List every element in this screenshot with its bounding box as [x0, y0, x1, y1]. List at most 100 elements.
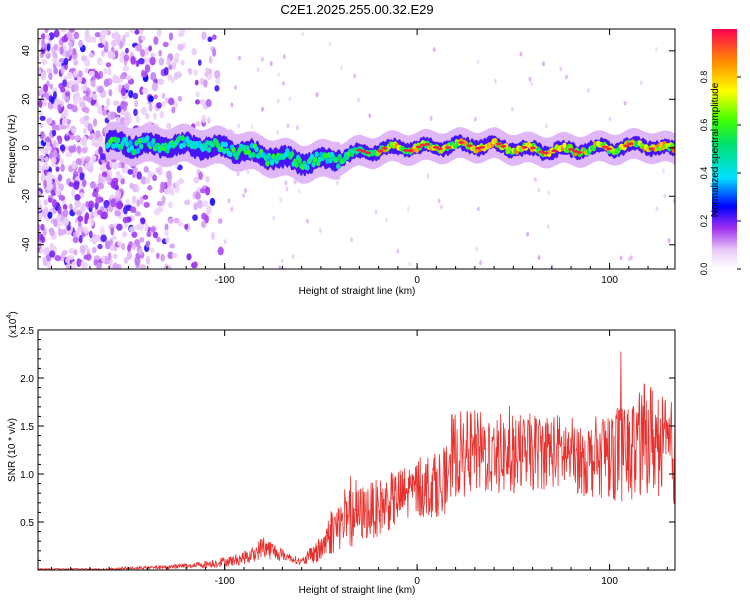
spectrogram-cell [217, 246, 224, 256]
spectrogram-cell [145, 177, 151, 184]
spectrogram-cell [112, 262, 119, 269]
snr-y-scale-exponent: 4 [6, 315, 13, 319]
spectrogram-cell [244, 188, 248, 194]
spectrogram-cell [51, 129, 57, 137]
spectrogram-cell [55, 187, 61, 196]
spectrogram-cell [246, 169, 250, 175]
spectrogram-cell [297, 157, 302, 164]
spectrogram-cell [166, 186, 174, 194]
spectrogram-cell [209, 197, 216, 206]
spectrogram-cell [174, 52, 180, 58]
spectrogram-cell [38, 163, 42, 172]
spectrogram-cell [41, 148, 47, 154]
spectrogram-cell [57, 135, 63, 145]
spectrogram-cell [227, 198, 231, 204]
spectrogram-cell [85, 90, 90, 97]
spectrogram-cell [57, 205, 62, 215]
spectrogram-cell [107, 67, 112, 76]
spectrogram-cell [68, 248, 75, 254]
spectrogram-y-ticks: -40 -20 0 20 40 [21, 38, 675, 270]
spectrogram-cell [52, 139, 57, 148]
spectrogram-cell [140, 176, 147, 185]
spectrogram-cell [192, 261, 198, 269]
spectrogram-cell [173, 217, 180, 224]
spectrogram-cell [205, 176, 210, 183]
spectrogram-cell [47, 211, 53, 219]
spectrogram-cell [68, 181, 74, 187]
spectrogram-cell [623, 144, 630, 148]
spectrogram-cell [337, 153, 342, 160]
spectrogram-cell [38, 37, 41, 45]
spectrogram-cell [377, 149, 384, 153]
spectrogram-cell [40, 33, 46, 40]
spectrogram-cell [126, 251, 133, 260]
spectrogram-cell [368, 113, 372, 119]
spectrogram-cell [53, 67, 59, 75]
spectrogram-cell [350, 237, 354, 243]
spectrogram-cell [131, 215, 135, 222]
spectrogram-cell [51, 199, 58, 208]
spectrogram-cell [138, 248, 143, 255]
spectrogram-cell [65, 263, 72, 269]
spectrogram-cell [564, 74, 568, 80]
spectrogram-cell [110, 39, 117, 48]
spectrogram-cell [53, 43, 58, 51]
spectrogram-cell [80, 260, 86, 269]
spectrogram-cell [174, 186, 180, 193]
spectrogram-cell [106, 174, 111, 183]
spectrogram-cell [205, 98, 212, 108]
figure-title: C2E1.2025.255.00.32.E29 [280, 2, 433, 17]
spectrogram-cell [289, 151, 295, 158]
snr-series-line [38, 351, 675, 570]
spectrogram-cell [122, 65, 130, 72]
spectrogram-cell [201, 220, 207, 228]
spectrogram-cell [101, 50, 105, 57]
spectrogram-cell [148, 45, 153, 52]
spectrogram-cell [475, 246, 479, 252]
spectrogram-cell [260, 106, 264, 112]
spectrogram-cell [301, 31, 305, 37]
spectrogram-cell [142, 194, 149, 200]
spectrogram-cell [236, 171, 240, 177]
spectrogram-cell [547, 190, 551, 196]
spectrogram-cell [312, 156, 318, 163]
spectrogram-cell [76, 95, 81, 102]
spectrogram-x-tick-label: 100 [601, 275, 618, 286]
spectrogram-cell [78, 39, 84, 48]
spectrogram-cell [74, 194, 81, 201]
spectrogram-cell [121, 242, 126, 251]
spectrogram-cell [214, 70, 221, 79]
spectrogram-cell [161, 92, 166, 99]
spectrogram-cell [195, 91, 200, 98]
spectrogram-cell [42, 256, 47, 264]
spectrogram-cell [466, 144, 473, 148]
spectrogram-cell [167, 251, 174, 260]
spectrogram-cell [177, 135, 182, 142]
spectrogram-cell [203, 79, 208, 88]
spectrogram-cell [608, 116, 612, 122]
spectrogram-cell [128, 89, 134, 99]
spectrogram-cell [476, 206, 480, 212]
spectrogram-cell [655, 206, 659, 212]
spectrogram-cell [88, 200, 95, 209]
spectrogram-cell [127, 244, 132, 252]
spectrogram-x-tick-label: 0 [414, 275, 420, 286]
spectrogram-cell [57, 104, 62, 112]
spectrogram-cell [64, 257, 70, 264]
spectrogram-cell [429, 116, 433, 122]
spectrogram-cell [104, 41, 109, 50]
spectrogram-cell [123, 256, 129, 264]
spectrogram-cell [150, 71, 157, 81]
spectrogram-cell [137, 222, 144, 231]
spectrogram-cell [215, 77, 221, 85]
spectrogram-cell [61, 249, 68, 256]
spectrogram-cell [89, 219, 95, 227]
spectrogram-cell [38, 99, 43, 108]
spectrogram-cell [479, 145, 486, 149]
spectrogram-cell [84, 212, 90, 221]
spectrogram-cell [89, 237, 95, 243]
spectrogram-cell [114, 77, 121, 84]
spectrogram-cell [123, 111, 131, 120]
spectrogram-cell [54, 255, 62, 262]
spectrogram-cell [116, 223, 123, 231]
